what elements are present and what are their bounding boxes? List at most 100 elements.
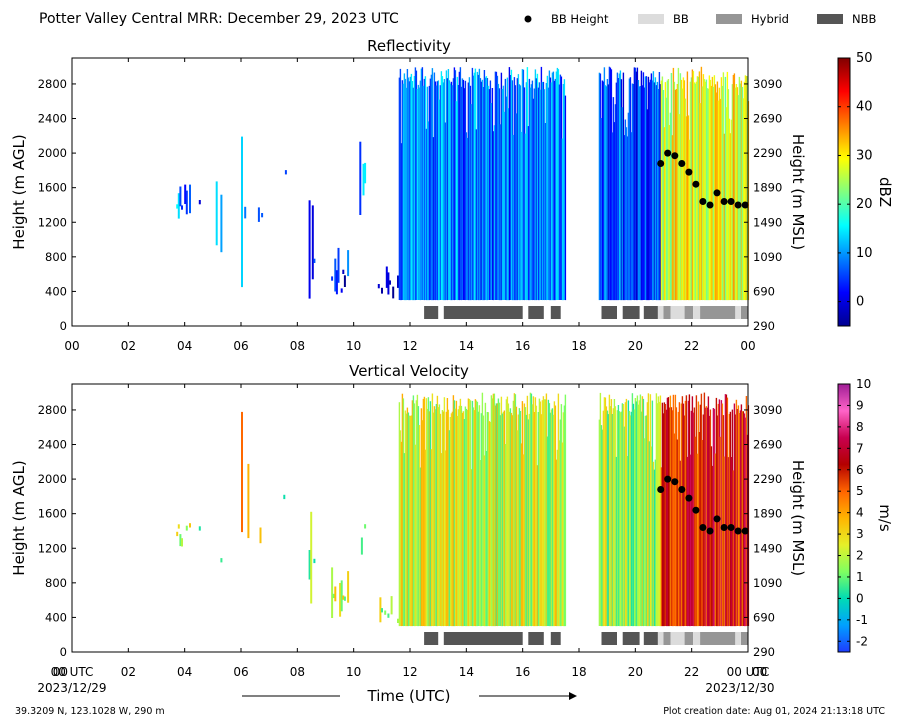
velocity-data-column: [485, 451, 488, 627]
bb-height-point: [657, 160, 665, 167]
reflectivity-data-column: [726, 71, 729, 301]
velocity-data-column: [670, 407, 673, 626]
bb-class-nbb-segment: [528, 632, 544, 645]
velocity-data-column: [657, 396, 660, 626]
reflectivity-data-column: [705, 79, 708, 301]
reflectivity-data-column: [526, 67, 529, 300]
velocity-data-column: [413, 403, 416, 627]
velocity-colorbar-label: m/s: [876, 504, 894, 532]
velocity-data-column: [658, 401, 661, 627]
x-tick-label: 12: [402, 665, 417, 679]
reflectivity-data-column: [525, 82, 528, 301]
velocity-data-column: [343, 596, 346, 601]
bb-height-point: [713, 515, 721, 523]
reflectivity-data-column: [331, 276, 334, 281]
bb-class-hybrid-segment: [684, 306, 694, 319]
reflectivity-colorbar-label: dBZ: [876, 177, 894, 207]
reflectivity-data-column: [652, 71, 655, 301]
velocity-data-column: [641, 396, 644, 626]
velocity-data-column: [743, 413, 746, 627]
reflectivity-data-column: [605, 86, 608, 301]
reflectivity-data-column: [241, 136, 243, 288]
y-tick-label-right: 2690: [753, 438, 782, 452]
colorbar-tick-label: 5: [856, 484, 864, 498]
reflectivity-segment: [284, 170, 287, 175]
reflectivity-data-column: [185, 190, 188, 215]
bb-class-bb-segment: [735, 306, 741, 319]
bb-height-point: [720, 198, 728, 205]
y-tick-label-right: 690: [753, 284, 775, 298]
reflectivity-data-column: [362, 163, 365, 196]
velocity-data-column: [483, 455, 486, 627]
bb-height-point: [671, 152, 679, 160]
reflectivity-data-column: [459, 67, 462, 300]
reflectivity-data-column: [437, 80, 440, 301]
reflectivity-data-column: [435, 85, 438, 300]
reflectivity-data-column: [679, 73, 682, 301]
velocity-data-column: [454, 408, 457, 627]
velocity-data-column: [462, 411, 465, 627]
bb-class-nbb-segment: [601, 306, 617, 319]
reflectivity-data-column: [617, 78, 620, 301]
reflectivity-data-column: [499, 124, 502, 301]
velocity-data-column: [555, 459, 558, 627]
reflectivity-data-column: [536, 73, 539, 300]
reflectivity-segment: [215, 181, 223, 253]
velocity-data-column: [432, 412, 435, 627]
reflectivity-data-column: [701, 86, 704, 301]
velocity-data-column: [478, 405, 481, 626]
velocity-data-column: [685, 395, 688, 626]
reflectivity-data-column: [424, 76, 427, 300]
x-tick-label: 00: [53, 665, 68, 679]
velocity-data-column: [543, 399, 546, 627]
reflectivity-data-column: [451, 85, 454, 301]
velocity-data-column: [451, 411, 454, 627]
reflectivity-data-column: [632, 84, 635, 300]
velocity-data-column: [428, 411, 431, 627]
velocity-data-column: [408, 415, 411, 626]
velocity-data-column: [680, 403, 683, 627]
velocity-data-column: [700, 393, 703, 626]
velocity-data-column: [681, 396, 684, 626]
velocity-data-column: [480, 413, 483, 627]
velocity-data-column: [727, 457, 730, 627]
velocity-data-column: [458, 405, 461, 627]
reflectivity-data-column: [666, 80, 669, 300]
reflectivity-data-column: [542, 81, 545, 301]
reflectivity-data-column: [622, 72, 625, 301]
reflectivity-data-column: [408, 81, 411, 301]
velocity-data-column: [439, 413, 442, 626]
reflectivity-data-column: [392, 286, 395, 299]
colorbar-tick-label: 50: [856, 51, 873, 66]
velocity-data-column: [522, 454, 525, 626]
velocity-data-column: [482, 415, 485, 626]
velocity-data-column: [645, 415, 648, 627]
velocity-data-column: [488, 421, 491, 627]
reflectivity-data-column: [398, 77, 401, 300]
y-tick-label-left: 2800: [38, 77, 67, 91]
velocity-data-column: [607, 414, 610, 626]
velocity-segment: [220, 558, 223, 563]
velocity-data-column: [259, 527, 262, 544]
reflectivity-data-column: [496, 75, 499, 300]
reflectivity-data-column: [548, 70, 551, 301]
reflectivity-data-column: [649, 79, 652, 300]
velocity-data-column: [472, 407, 475, 627]
y-tick-label-right: 1890: [753, 507, 782, 521]
velocity-data-column: [503, 410, 506, 627]
bb-class-nbb-segment: [622, 632, 640, 645]
velocity-data-column: [420, 408, 423, 626]
velocity-data-column: [400, 441, 403, 627]
reflectivity-data-column: [518, 84, 521, 301]
velocity-data-column: [614, 406, 617, 627]
reflectivity-data-column: [667, 79, 670, 300]
reflectivity-data-column: [401, 80, 404, 300]
velocity-data-column: [652, 461, 655, 627]
velocity-data-column: [663, 402, 666, 627]
reflectivity-data-column: [550, 82, 553, 301]
reflectivity-data-column: [414, 67, 417, 301]
velocity-data-column: [441, 410, 444, 626]
velocity-data-column: [421, 420, 424, 627]
x-tick-label: 22: [684, 339, 699, 353]
reflectivity-data-column: [640, 70, 643, 301]
